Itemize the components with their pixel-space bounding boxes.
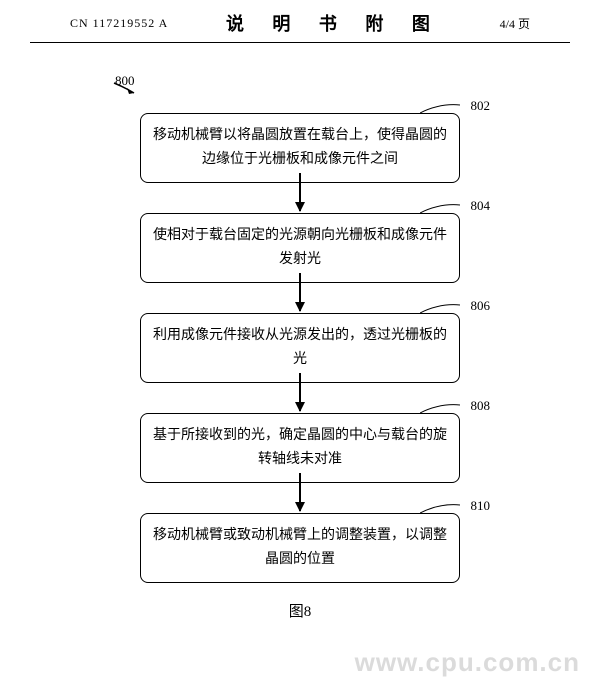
step-label: 802 (471, 98, 491, 114)
header-title: 说 明 书 附 图 (226, 10, 442, 36)
page-header: CN 117219552 A 说 明 书 附 图 4/4 页 (30, 0, 570, 43)
arrow-icon (299, 173, 301, 211)
flow-step: 移动机械臂或致动机械臂上的调整装置，以调整晶圆的位置 (140, 513, 460, 583)
step-label: 810 (471, 498, 491, 514)
step-label: 808 (471, 398, 491, 414)
flow-step-text: 基于所接收到的光，确定晶圆的中心与载台的旋转轴线未对准 (153, 428, 447, 467)
step-label: 804 (471, 198, 491, 214)
page-number: 4/4 页 (500, 15, 530, 32)
flow-step-text: 移动机械臂或致动机械臂上的调整装置，以调整晶圆的位置 (153, 528, 447, 567)
step-label: 806 (471, 298, 491, 314)
arrow-icon (299, 373, 301, 411)
ref-arrow-icon (112, 81, 142, 95)
arrow-icon (299, 273, 301, 311)
flowchart-diagram: 800 802 移动机械臂以将晶圆放置在载台上，使得晶圆的边缘位于光栅板和成像元… (0, 43, 600, 633)
watermark-text: www.cpu.com.cn (355, 647, 580, 678)
document-number: CN 117219552 A (70, 16, 168, 31)
arrow-icon (299, 473, 301, 511)
flow-step-text: 利用成像元件接收从光源发出的，透过光栅板的光 (153, 328, 447, 367)
flow-step-text: 移动机械臂以将晶圆放置在载台上，使得晶圆的边缘位于光栅板和成像元件之间 (153, 128, 447, 167)
flow-step-text: 使相对于载台固定的光源朝向光栅板和成像元件发射光 (153, 228, 447, 267)
figure-caption: 图8 (0, 600, 600, 621)
